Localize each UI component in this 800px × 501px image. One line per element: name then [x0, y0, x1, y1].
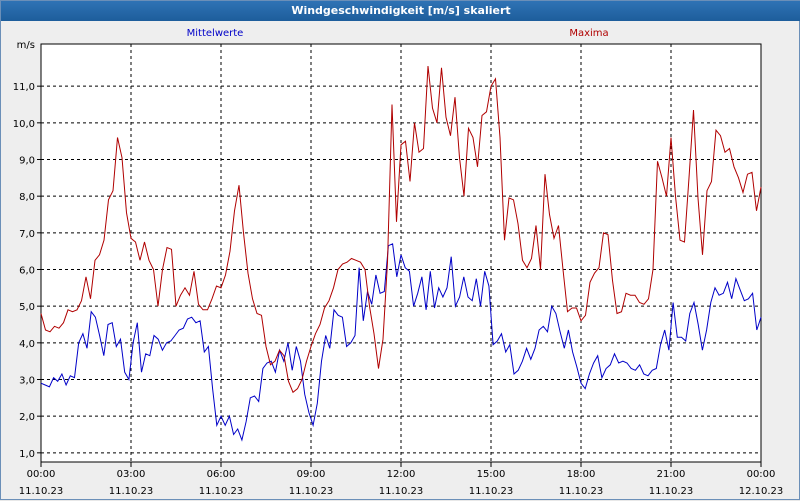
x-tick-date: 11.10.23 — [559, 486, 604, 497]
x-tick-date: 11.10.23 — [649, 486, 694, 497]
y-tick-label: 9,0 — [19, 156, 35, 167]
x-axis-ticks: 00:00 11.10.23 03:00 11.10.23 06:00 11.10.23 0… — [19, 462, 784, 497]
x-tick-date: 11.10.23 — [109, 486, 154, 497]
y-tick-label: 6,0 — [19, 266, 35, 277]
x-tick-time: 09:00 — [297, 469, 326, 480]
x-tick-date: 11.10.23 — [289, 486, 334, 497]
chart-title: Windgeschwindigkeit [m/s] skaliert — [1, 1, 800, 21]
x-tick-time: 18:00 — [567, 469, 596, 480]
y-tick-label: 4,0 — [19, 339, 35, 350]
x-tick-date: 12.10.23 — [739, 486, 784, 497]
y-tick-label: 1,0 — [19, 449, 35, 460]
x-tick-time: 15:00 — [477, 469, 506, 480]
y-axis-ticks: 1,0 2,0 3,0 4,0 5,0 6,0 7,0 8,0 9,0 10,0 11,0 — [13, 82, 41, 460]
y-tick-label: 11,0 — [13, 82, 35, 93]
grid-lines — [41, 44, 761, 462]
y-tick-label: 7,0 — [19, 229, 35, 240]
series-line-mittelwerte — [40, 243, 762, 442]
x-tick-time: 00:00 — [27, 469, 56, 480]
x-tick-time: 12:00 — [387, 469, 416, 480]
y-tick-label: 2,0 — [19, 412, 35, 423]
x-tick-time: 21:00 — [657, 469, 686, 480]
x-tick-date: 11.10.23 — [19, 486, 64, 497]
x-tick-date: 11.10.23 — [199, 486, 244, 497]
series-lines — [40, 65, 762, 442]
x-tick-time: 06:00 — [207, 469, 236, 480]
legend-maxima: Maxima — [569, 28, 608, 39]
x-tick-date: 11.10.23 — [379, 486, 424, 497]
x-tick-time: 00:00 — [747, 469, 776, 480]
x-tick-time: 03:00 — [117, 469, 146, 480]
x-tick-date: 11.10.23 — [469, 486, 514, 497]
series-line-maxima — [40, 65, 762, 394]
y-tick-label: 3,0 — [19, 376, 35, 387]
y-tick-label: 8,0 — [19, 192, 35, 203]
y-axis-label: m/s — [17, 40, 35, 51]
y-tick-label: 10,0 — [13, 119, 35, 130]
y-tick-label: 5,0 — [19, 302, 35, 313]
legend-mittelwerte: Mittelwerte — [187, 28, 244, 39]
